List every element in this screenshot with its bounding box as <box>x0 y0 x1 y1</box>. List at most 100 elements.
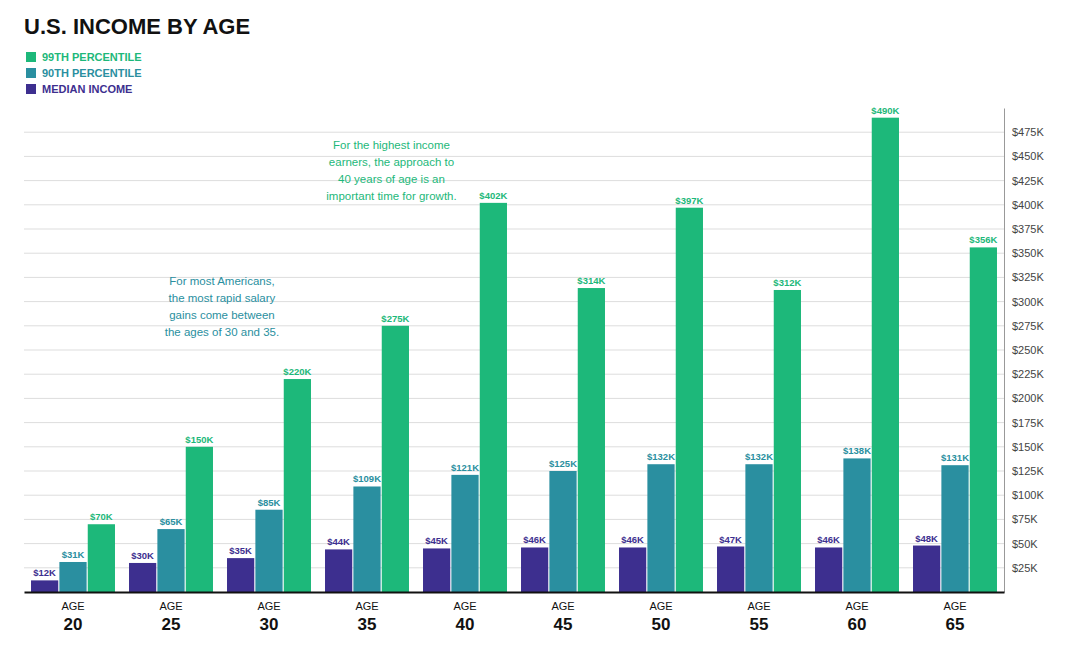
y-tick-label: $200K <box>1012 392 1044 404</box>
annotation-line: 40 years of age is an <box>338 173 445 185</box>
x-tick-label: 65 <box>946 615 965 634</box>
y-tick-label: $350K <box>1012 247 1044 259</box>
grid-line <box>24 132 1004 133</box>
x-tick-label: 60 <box>848 615 867 634</box>
data-label: $85K <box>258 497 281 508</box>
legend: 99TH PERCENTILE90TH PERCENTILEMEDIAN INC… <box>26 51 142 95</box>
x-tick-prefix: AGE <box>61 600 84 612</box>
x-tick: 65 AGE <box>943 592 966 634</box>
data-label: $220K <box>283 366 311 377</box>
annotation-line: gains come between <box>169 309 274 321</box>
annotation-line: earners, the approach to <box>329 156 454 168</box>
y-tick-label: $50K <box>1012 538 1038 550</box>
y-tick: $50K <box>1004 538 1038 550</box>
y-tick-label: $275K <box>1012 320 1044 332</box>
data-label: $275K <box>381 313 409 324</box>
bar <box>578 288 605 592</box>
bar <box>619 547 646 592</box>
data-label: $47K <box>719 534 742 545</box>
y-tick-label: $450K <box>1012 150 1044 162</box>
legend-item: 90TH PERCENTILE <box>26 67 142 79</box>
data-label: $48K <box>915 533 938 544</box>
data-label: $30K <box>131 550 154 561</box>
bar <box>970 247 997 592</box>
chart-svg: U.S. INCOME BY AGE99TH PERCENTILE90TH PE… <box>0 0 1070 654</box>
bar-series <box>88 118 997 592</box>
bar <box>549 471 576 592</box>
data-label: $138K <box>843 445 871 456</box>
y-tick-label: $375K <box>1012 223 1044 235</box>
data-label: $125K <box>549 458 577 469</box>
annotation-line: For most Americans, <box>169 275 274 287</box>
legend-item: MEDIAN INCOME <box>26 83 132 95</box>
data-label: $150K <box>185 434 213 445</box>
x-axis-line <box>25 592 1005 594</box>
y-tick: $400K <box>1004 199 1044 211</box>
x-tick: 60 AGE <box>845 592 868 634</box>
grid-line <box>24 374 1004 375</box>
y-tick-label: $175K <box>1012 417 1044 429</box>
data-label: $46K <box>621 534 644 545</box>
x-tick-label: 30 <box>260 615 279 634</box>
data-label: $312K <box>773 277 801 288</box>
grid-line <box>24 180 1004 181</box>
y-axis: $25K$50K$75K$100K$125K$150K$175K$200K$22… <box>1004 109 1044 593</box>
annotation-line: important time for growth. <box>326 190 456 202</box>
bar <box>88 524 115 592</box>
bar <box>872 118 899 592</box>
x-tick-prefix: AGE <box>943 600 966 612</box>
data-label: $44K <box>327 536 350 547</box>
x-tick: 25 AGE <box>159 592 182 634</box>
x-tick: 30 AGE <box>257 592 280 634</box>
y-tick: $375K <box>1004 223 1044 235</box>
plot: $12K$30K$35K$44K$45K$46K$46K$47K$46K$48K… <box>24 105 1044 634</box>
y-tick: $100K <box>1004 489 1044 501</box>
data-label: $397K <box>675 195 703 206</box>
y-tick: $300K <box>1004 296 1044 308</box>
x-tick-label: 25 <box>162 615 181 634</box>
bar <box>480 203 507 592</box>
y-tick-label: $425K <box>1012 175 1044 187</box>
bar <box>325 549 352 592</box>
x-tick-label: 40 <box>456 615 475 634</box>
x-tick-prefix: AGE <box>355 600 378 612</box>
data-labels: $12K$30K$35K$44K$45K$46K$46K$47K$46K$48K… <box>33 105 997 579</box>
grid-line <box>24 350 1004 351</box>
grid-line <box>24 422 1004 423</box>
chart-container: U.S. INCOME BY AGE99TH PERCENTILE90TH PE… <box>0 0 1070 654</box>
x-tick-prefix: AGE <box>747 600 770 612</box>
bar <box>815 547 842 592</box>
data-label: $121K <box>451 462 479 473</box>
data-label: $35K <box>229 545 252 556</box>
x-tick-prefix: AGE <box>159 600 182 612</box>
y-tick: $350K <box>1004 247 1044 259</box>
data-label: $70K <box>90 511 113 522</box>
y-tick-label: $125K <box>1012 465 1044 477</box>
data-label: $132K <box>745 451 773 462</box>
y-tick: $25K <box>1004 562 1038 574</box>
data-label: $31K <box>62 549 85 560</box>
data-label: $132K <box>647 451 675 462</box>
x-tick-prefix: AGE <box>845 600 868 612</box>
y-tick-label: $475K <box>1012 126 1044 138</box>
bar <box>129 563 156 592</box>
bar <box>521 547 548 592</box>
x-tick: 20AGE <box>61 592 84 634</box>
bar <box>227 558 254 592</box>
bar <box>284 379 311 592</box>
data-label: $356K <box>969 234 997 245</box>
x-tick-prefix: AGE <box>649 600 672 612</box>
x-tick-prefix: AGE <box>551 600 574 612</box>
x-tick: 45AGE <box>551 592 574 634</box>
grid-line <box>24 398 1004 399</box>
x-tick-label: 50 <box>652 615 671 634</box>
y-tick: $125K <box>1004 465 1044 477</box>
annotation-line: the ages of 30 and 35. <box>165 326 279 338</box>
y-tick: $225K <box>1004 368 1044 380</box>
data-label: $402K <box>479 190 507 201</box>
x-tick-prefix: AGE <box>257 600 280 612</box>
y-tick-label: $100K <box>1012 489 1044 501</box>
x-tick: 50 AGE <box>649 592 672 634</box>
bar <box>913 546 940 592</box>
annotation: For the highest incomeearners, the appro… <box>326 139 456 202</box>
